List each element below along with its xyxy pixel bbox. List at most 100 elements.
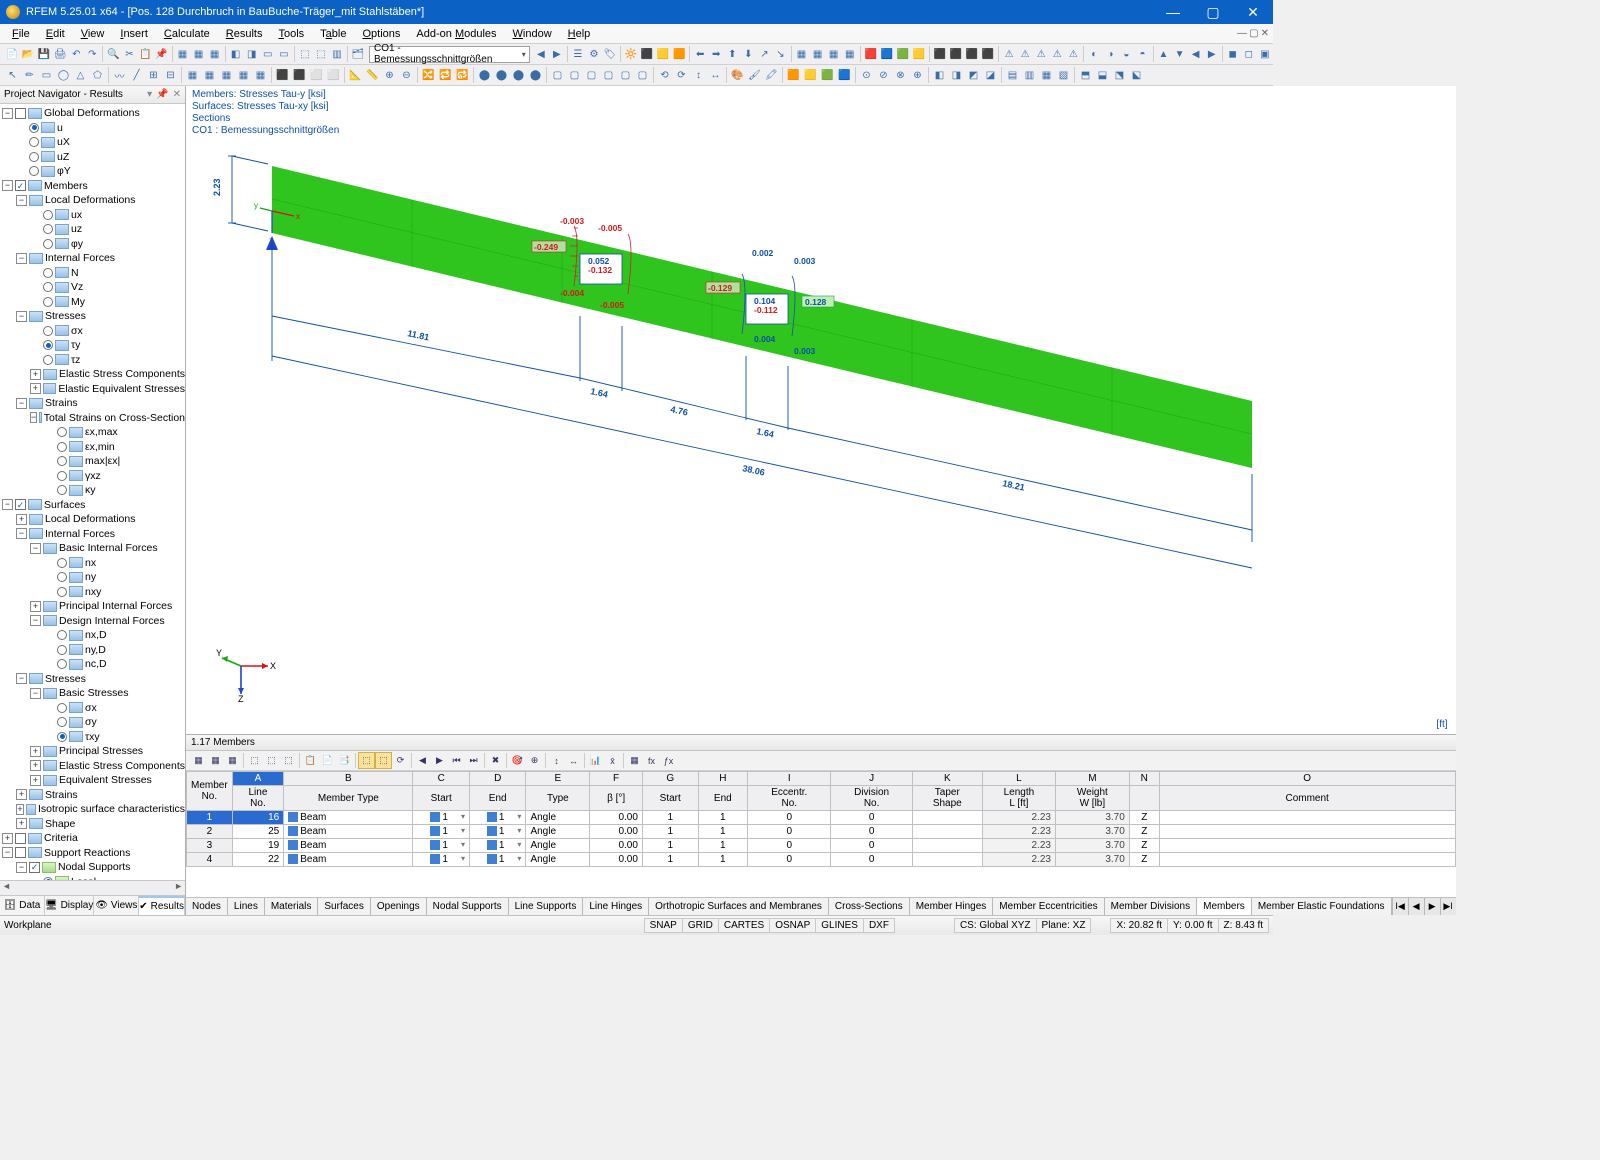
toolbar-button[interactable]: 🏷	[602, 46, 618, 63]
table-toolbar-button[interactable]: ⬚	[263, 752, 280, 769]
toolbar-button[interactable]: ◻	[1241, 46, 1257, 63]
tree-node[interactable]: nx	[2, 556, 185, 571]
table-grid[interactable]: MemberNo.ABCDEFGHIJKLMNOLineNo.Member Ty…	[186, 771, 1456, 897]
table-tab[interactable]: Surfaces	[318, 898, 370, 915]
toolbar-button[interactable]: ⚠	[1033, 46, 1049, 63]
toolbar-button[interactable]: ⊟	[162, 67, 179, 84]
tree-node[interactable]: −✓Members	[2, 179, 185, 194]
toolbar-button[interactable]: ⟲	[656, 67, 673, 84]
menu-view[interactable]: View	[73, 26, 113, 42]
tree-node[interactable]: +Elastic Stress Components	[2, 367, 185, 382]
table-tab[interactable]: Lines	[228, 898, 265, 915]
toolbar-button[interactable]: ⊕	[909, 67, 926, 84]
toolbar-button[interactable]: ▥	[329, 46, 345, 63]
toolbar-button[interactable]: 🔆	[623, 46, 639, 63]
tree-node[interactable]: +Shape	[2, 817, 185, 832]
table-tab[interactable]: Orthotropic Surfaces and Membranes	[649, 898, 829, 915]
tree-node[interactable]: −Total Strains on Cross-Section	[2, 411, 185, 426]
nav-tab-results[interactable]: ✔Results	[139, 896, 185, 915]
table-tab[interactable]: Line Supports	[509, 898, 584, 915]
tree-node[interactable]: τxy	[2, 730, 185, 745]
toolbar-button[interactable]: ⊗	[892, 67, 909, 84]
close-icon[interactable]: ✕	[173, 89, 181, 100]
table-toolbar-button[interactable]: ◀	[414, 752, 431, 769]
table-toolbar-button[interactable]: ƒx	[660, 752, 677, 769]
table-tab[interactable]: Members	[1197, 898, 1252, 915]
table-toolbar-button[interactable]: 📊	[587, 752, 604, 769]
table-tab[interactable]: Member Divisions	[1105, 898, 1197, 915]
toolbar-button[interactable]: 🗂	[350, 46, 366, 63]
tree-node[interactable]: max|εx|	[2, 454, 185, 469]
toolbar-button[interactable]: ◓	[1134, 46, 1150, 63]
toolbar-button[interactable]: ▭	[276, 46, 292, 63]
table-toolbar-button[interactable]: x̄	[604, 752, 621, 769]
toolbar-button[interactable]: ▥	[1021, 67, 1038, 84]
toolbar-button[interactable]: ▣	[1257, 46, 1273, 63]
toolbar-button[interactable]: ⬕	[1128, 67, 1145, 84]
maximize-button[interactable]: ▢	[1193, 0, 1233, 24]
toolbar-button[interactable]: ☰	[570, 46, 586, 63]
toolbar-button[interactable]: ⬜	[325, 67, 342, 84]
toolbar-button[interactable]: ⬛	[980, 46, 996, 63]
status-snap[interactable]: SNAP	[644, 918, 683, 933]
toolbar-button[interactable]: ⬒	[1077, 67, 1094, 84]
table-toolbar-button[interactable]: ▦	[626, 752, 643, 769]
tree-node[interactable]: uX	[2, 135, 185, 150]
toolbar-button[interactable]: 📂	[20, 46, 36, 63]
toolbar-button[interactable]: ⬓	[1094, 67, 1111, 84]
table-toolbar-button[interactable]: ⬚	[280, 752, 297, 769]
tree-node[interactable]: τz	[2, 353, 185, 368]
toolbar-button[interactable]: ◨	[948, 67, 965, 84]
toolbar-button[interactable]: 🔀	[420, 67, 437, 84]
toolbar-button[interactable]: ▲	[1155, 46, 1171, 63]
toolbar-button[interactable]: ◑	[1102, 46, 1118, 63]
toolbar-button[interactable]: ⚠	[1017, 46, 1033, 63]
status-osnap[interactable]: OSNAP	[769, 918, 816, 933]
toolbar-button[interactable]: 🔁	[437, 67, 454, 84]
toolbar-button[interactable]: ⬤	[476, 67, 493, 84]
toolbar-button[interactable]: ⬠	[89, 67, 106, 84]
table-toolbar-button[interactable]: ⬚	[375, 752, 392, 769]
toolbar-button[interactable]: ⬛	[964, 46, 980, 63]
tree-node[interactable]: +Principal Internal Forces	[2, 599, 185, 614]
toolbar-button[interactable]: ↘	[772, 46, 788, 63]
table-toolbar-button[interactable]: 🎯	[509, 752, 526, 769]
tree-node[interactable]: σy	[2, 715, 185, 730]
tree-node[interactable]: ux	[2, 208, 185, 223]
tree-node[interactable]: uZ	[2, 150, 185, 165]
toolbar-button[interactable]: ◼	[1225, 46, 1241, 63]
close-button[interactable]: ✕	[1233, 0, 1273, 24]
toolbar-button[interactable]: ⚠	[1049, 46, 1065, 63]
table-tab[interactable]: Openings	[371, 898, 427, 915]
tree-node[interactable]: N	[2, 266, 185, 281]
table-toolbar-button[interactable]: ⏭	[465, 752, 482, 769]
toolbar-button[interactable]: 📋	[137, 46, 153, 63]
table-tab[interactable]: Member Eccentricities	[993, 898, 1104, 915]
tree-node[interactable]: −Stresses	[2, 309, 185, 324]
loadcase-combo[interactable]: CO1 - Bemessungsschnittgrößen	[369, 46, 530, 63]
toolbar-button[interactable]: 🟦	[879, 46, 895, 63]
toolbar-button[interactable]: ⬜	[308, 67, 325, 84]
tree-node[interactable]: nc,D	[2, 657, 185, 672]
toolbar-button[interactable]: ╱	[128, 67, 145, 84]
toolbar-button[interactable]: 🖌	[746, 67, 763, 84]
toolbar-button[interactable]: 🟩	[895, 46, 911, 63]
toolbar-button[interactable]: 🟨	[655, 46, 671, 63]
toolbar-button[interactable]: 🟩	[819, 67, 836, 84]
table-tab[interactable]: Member Hinges	[910, 898, 994, 915]
pin-icon[interactable]: 📌	[156, 89, 168, 100]
tree-node[interactable]: +Principal Stresses	[2, 744, 185, 759]
minimize-button[interactable]: —	[1153, 0, 1193, 24]
tree-node[interactable]: +Criteria	[2, 831, 185, 846]
table-toolbar-button[interactable]: ✖	[487, 752, 504, 769]
toolbar-button[interactable]: ↗	[756, 46, 772, 63]
menu-insert[interactable]: Insert	[112, 26, 156, 42]
toolbar-button[interactable]: ⬛	[274, 67, 291, 84]
table-tab[interactable]: Nodal Supports	[427, 898, 509, 915]
toolbar-button[interactable]: 🟨	[802, 67, 819, 84]
tree-node[interactable]: εx,max	[2, 425, 185, 440]
table-toolbar-button[interactable]: 📑	[336, 752, 353, 769]
toolbar-button[interactable]: 🖍	[763, 67, 780, 84]
toolbar-button[interactable]: ↶	[68, 46, 84, 63]
toolbar-button[interactable]: 〰	[111, 67, 128, 84]
